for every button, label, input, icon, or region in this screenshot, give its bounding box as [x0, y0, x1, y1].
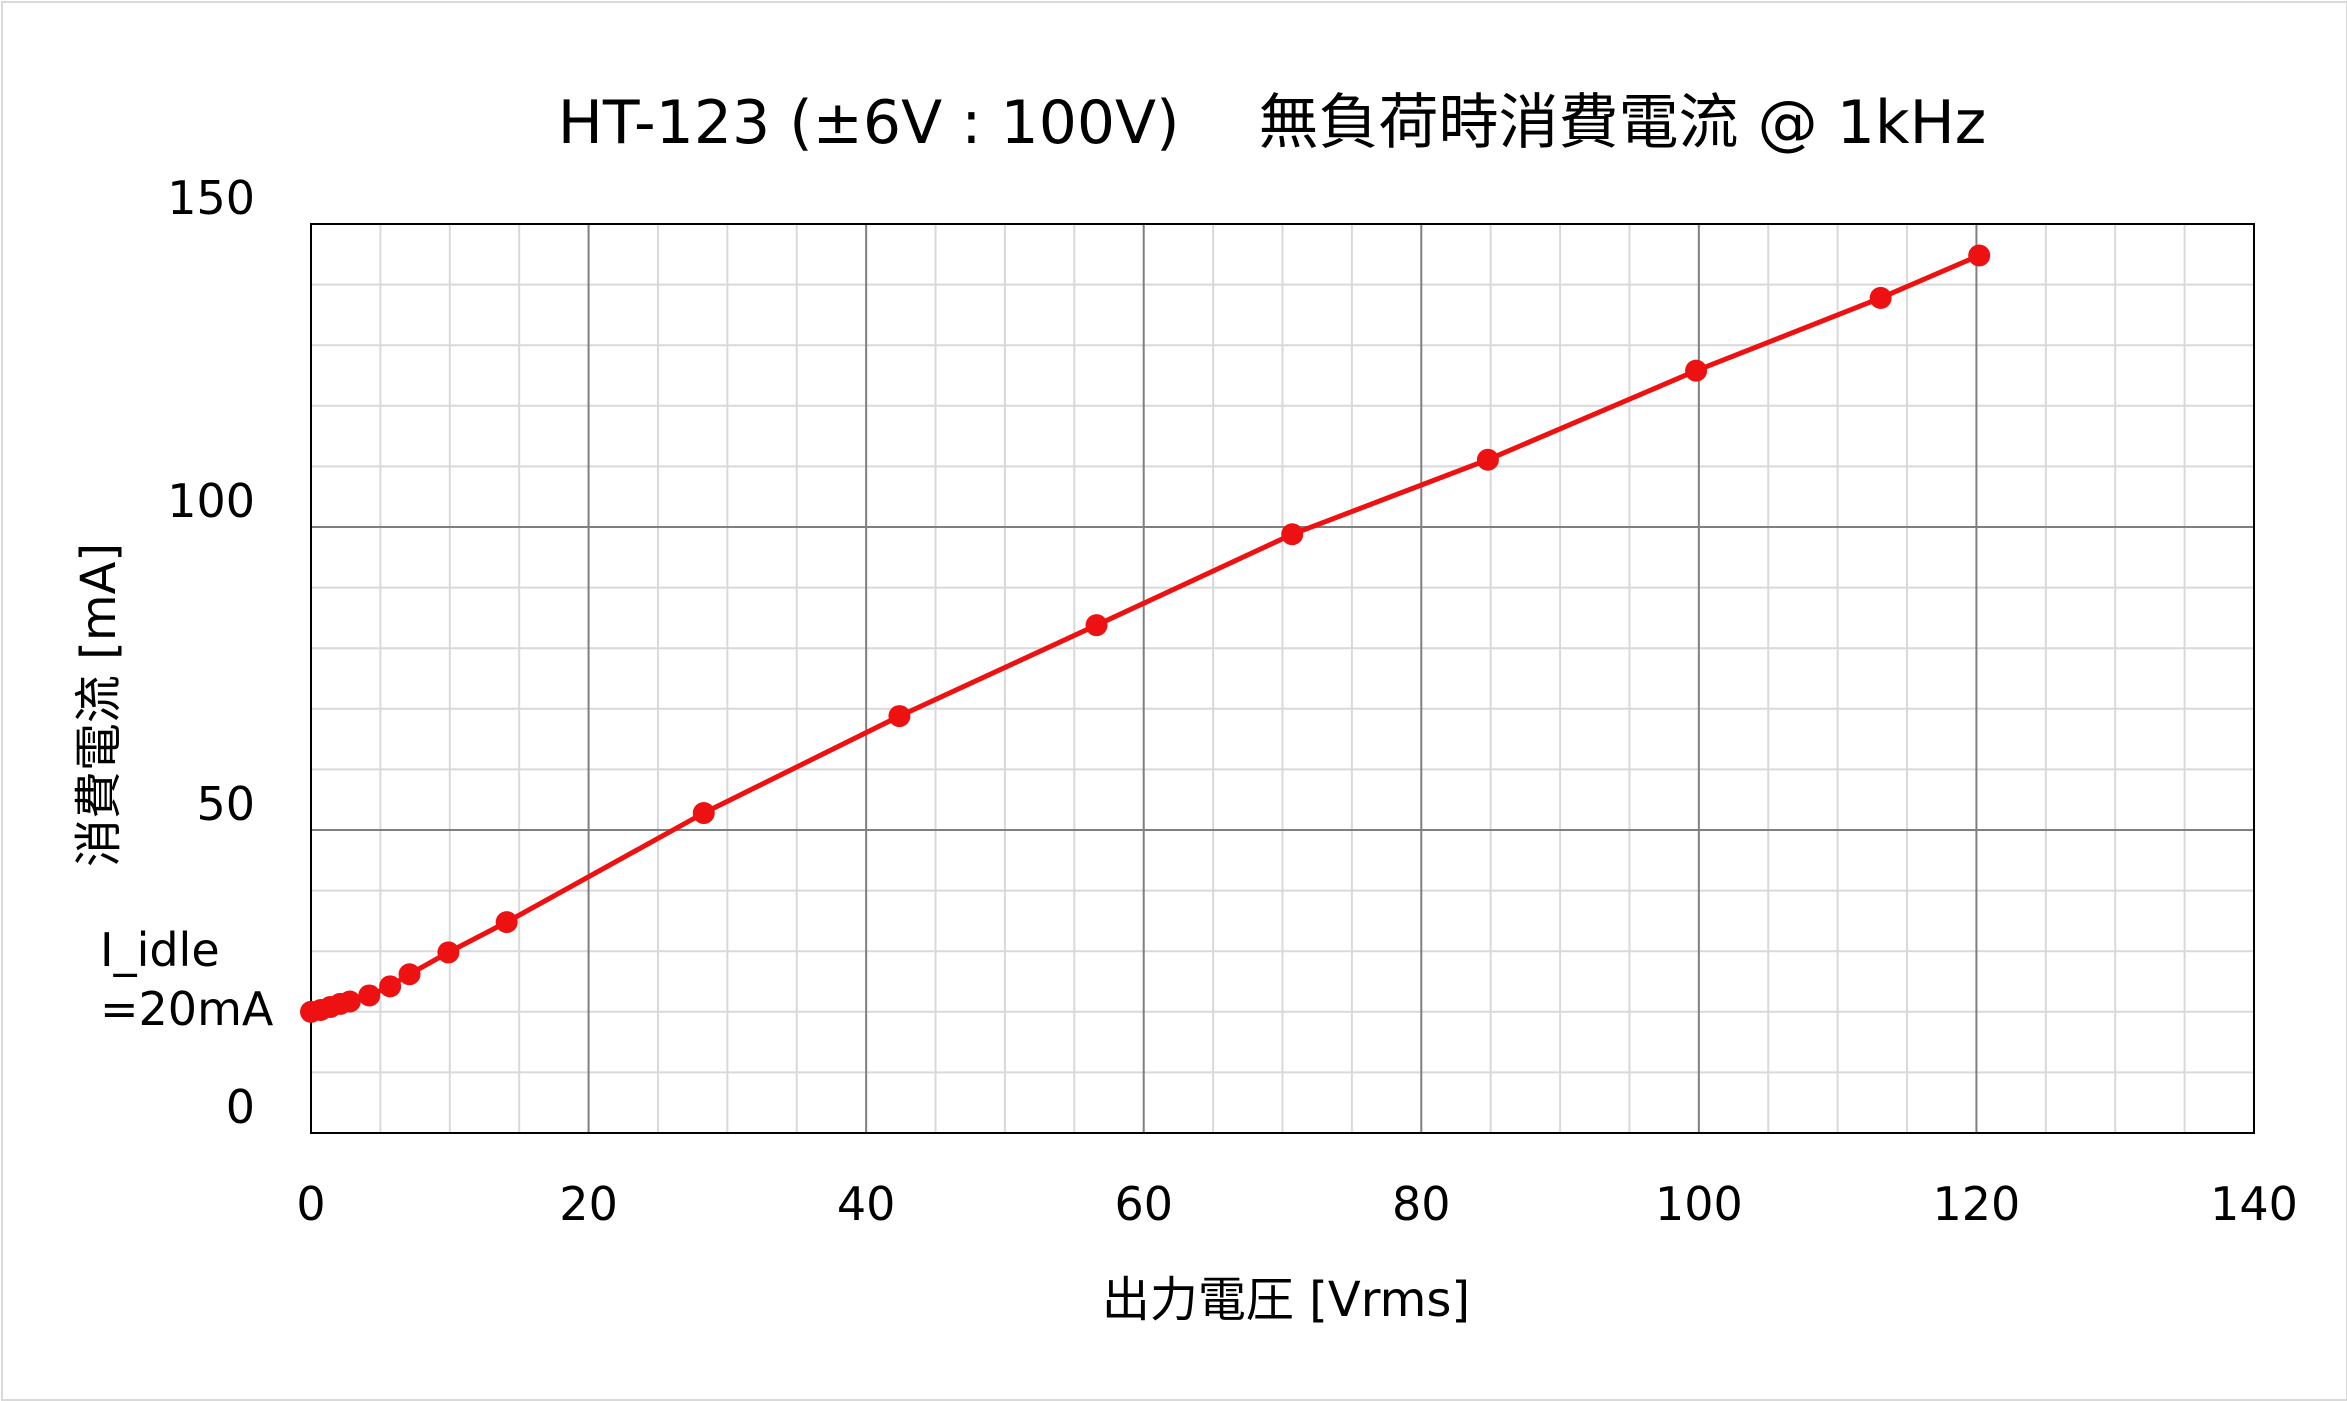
series-point [1968, 244, 1991, 267]
x-tick-label: 140 [2210, 1177, 2298, 1231]
y-tick-labels: 0 50 100 150 [167, 171, 255, 1134]
x-tick-label: 100 [1655, 1177, 1743, 1231]
x-tick-labels: 0 20 40 60 80 100 120 140 [296, 1177, 2298, 1231]
series-point [1085, 614, 1108, 637]
x-tick-label: 0 [296, 1177, 325, 1231]
series-point [1869, 286, 1892, 309]
y-tick-label: 50 [196, 777, 255, 831]
chart-svg: HT-123 (±6V : 100V) 無負荷時消費電流 @ 1kHz 0 20 4… [71, 88, 2298, 1328]
minor-grid [311, 224, 2254, 1133]
series-points [300, 244, 1991, 1023]
y-tick-label: 100 [167, 474, 255, 528]
x-tick-label: 80 [1392, 1177, 1451, 1231]
series-point [338, 990, 361, 1013]
chart-title: HT-123 (±6V : 100V) 無負荷時消費電流 @ 1kHz [558, 88, 1987, 158]
series-point [437, 941, 460, 964]
series-point [1685, 359, 1708, 382]
x-tick-label: 20 [559, 1177, 618, 1231]
series-point [888, 705, 911, 728]
x-tick-label: 120 [1933, 1177, 2021, 1231]
y-axis-label: 消費電流 [mA] [71, 543, 127, 867]
y-tick-label: 0 [226, 1080, 255, 1134]
x-tick-label: 40 [837, 1177, 896, 1231]
plot-area-border [310, 223, 2255, 1134]
y-tick-label: 150 [167, 171, 255, 225]
series-point [1281, 523, 1304, 546]
series-point [495, 911, 518, 934]
series-point [379, 975, 402, 998]
major-grid [311, 224, 2254, 1133]
idle-current-annotation-line-1: I_idle [100, 923, 220, 977]
series-point [1476, 448, 1499, 471]
series-point [398, 963, 421, 986]
idle-current-annotation-line-2: =20mA [100, 982, 274, 1036]
series-line [310, 253, 1981, 1015]
x-tick-label: 60 [1114, 1177, 1173, 1231]
x-axis-label: 出力電圧 [Vrms] [1102, 1272, 1470, 1328]
series-point [692, 802, 715, 825]
series-point [358, 984, 381, 1007]
